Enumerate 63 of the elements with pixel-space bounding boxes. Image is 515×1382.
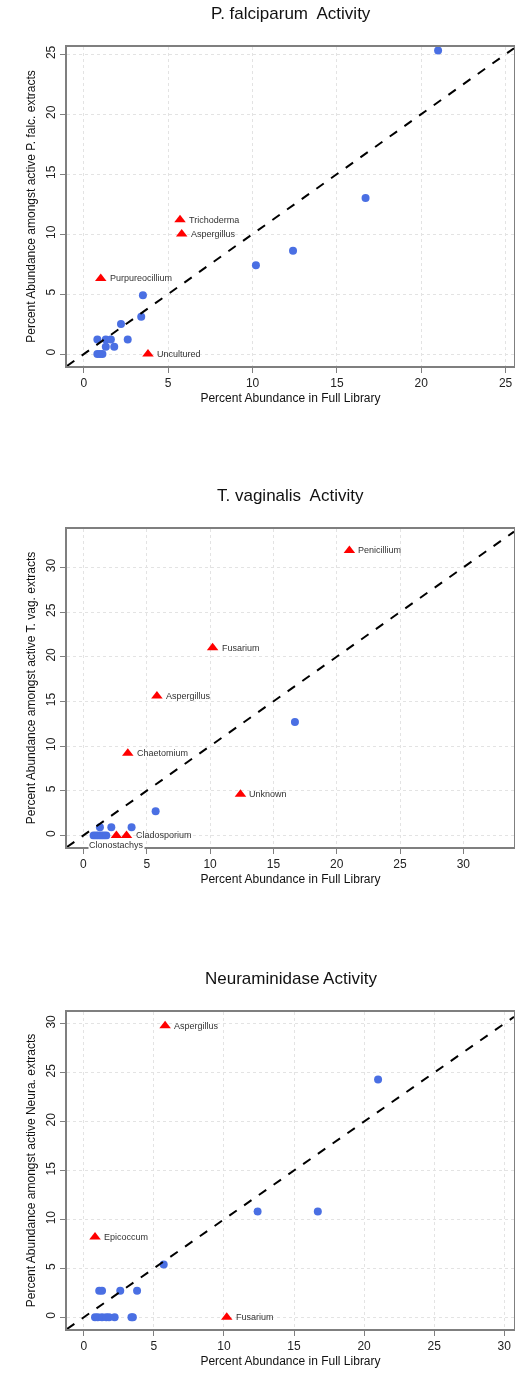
y-tick-label: 5 (44, 1262, 59, 1270)
annotation: Fusarium (236, 1312, 274, 1322)
x-tick-label: 0 (80, 857, 88, 872)
x-tick-label: 10 (203, 857, 218, 872)
y-tick-label: 30 (44, 1014, 59, 1029)
x-tick-label: 5 (164, 376, 172, 391)
x-axis-title: Percent Abundance in Full Library (200, 871, 381, 886)
y-tick-label: 25 (44, 603, 59, 617)
annotation: Unknown (249, 789, 287, 799)
annotation: Cladosporium (136, 830, 192, 840)
chart-title: Neuraminidase Activity (205, 969, 378, 988)
y-tick-label: 0 (44, 348, 59, 356)
x-tick-label: 25 (427, 1339, 442, 1354)
y-tick-label: 10 (44, 1210, 59, 1225)
x-tick-label: 20 (330, 857, 344, 872)
x-tick-label: 30 (456, 857, 471, 872)
y-tick-label: 10 (44, 737, 59, 751)
y-tick-label: 0 (44, 829, 59, 837)
x-tick-label: 15 (266, 857, 281, 872)
x-tick-label: 25 (498, 376, 513, 391)
annotation: Aspergillus (174, 1021, 219, 1031)
x-tick-label: 25 (393, 857, 408, 872)
x-tick-label: 30 (497, 1339, 512, 1354)
annotation: Epicoccum (104, 1232, 149, 1242)
x-tick-label: 10 (217, 1339, 231, 1354)
y-tick-label: 5 (44, 785, 59, 793)
x-tick-label: 0 (80, 376, 88, 391)
annotation: Penicillium (358, 545, 402, 555)
annotation: Aspergillus (166, 691, 211, 701)
x-tick-label: 10 (245, 376, 260, 391)
y-tick-label: 30 (44, 558, 59, 573)
annotation: Uncultured (157, 349, 201, 359)
y-tick-label: 5 (44, 288, 59, 296)
x-tick-label: 20 (414, 376, 429, 391)
y-tick-label: 20 (44, 1112, 59, 1127)
y-tick-label: 20 (44, 105, 59, 120)
annotation: Clonostachys (89, 840, 144, 850)
x-axis-title: Percent Abundance in Full Library (200, 390, 381, 405)
x-tick-label: 0 (80, 1339, 88, 1354)
y-tick-label: 15 (44, 165, 59, 179)
y-axis-title: Percent Abundance amongst active Neura. extracts (24, 1033, 39, 1308)
x-tick-label: 15 (287, 1339, 301, 1354)
annotation: Chaetomium (137, 748, 189, 758)
y-tick-label: 15 (44, 692, 59, 707)
x-tick-label: 15 (330, 376, 344, 391)
annotation: Fusarium (222, 643, 260, 653)
y-axis-title: Percent Abundance amongst active T. vag. extracts (24, 551, 39, 825)
chart-title: P. falciparum Activity (211, 4, 371, 23)
x-tick-label: 5 (143, 857, 151, 872)
chart-title: T. vaginalis Activity (217, 486, 364, 505)
y-tick-label: 10 (44, 225, 59, 239)
y-axis-title: Percent Abundance amongst active P. falc. extracts (24, 70, 39, 343)
x-tick-label: 5 (150, 1339, 158, 1354)
x-tick-label: 20 (357, 1339, 372, 1354)
y-tick-label: 25 (44, 45, 59, 60)
x-axis-title: Percent Abundance in Full Library (200, 1353, 381, 1368)
annotation: Aspergillus (191, 229, 236, 239)
y-tick-label: 0 (44, 1311, 59, 1319)
y-tick-label: 20 (44, 647, 59, 662)
annotation: Purpureocillium (110, 273, 173, 283)
y-tick-label: 25 (44, 1063, 59, 1078)
y-tick-label: 15 (44, 1161, 59, 1176)
annotation: Trichoderma (189, 215, 240, 225)
